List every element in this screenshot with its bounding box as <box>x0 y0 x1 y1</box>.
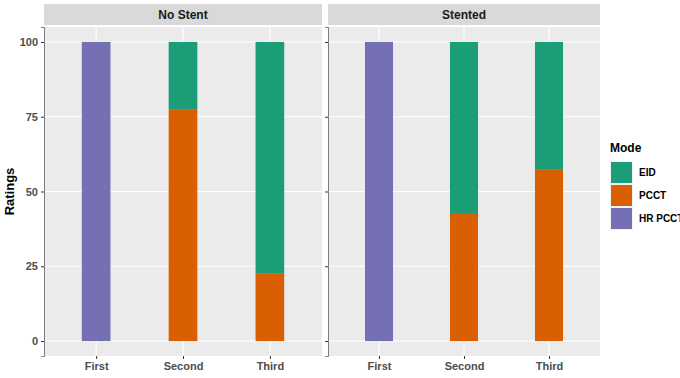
bar <box>535 42 563 169</box>
bar <box>365 41 393 42</box>
bar <box>82 42 111 341</box>
legend-key <box>611 185 632 206</box>
legend-key-background <box>610 161 633 184</box>
y-tick-label: 0 <box>32 335 38 347</box>
bar <box>450 42 478 214</box>
x-axis: First Second Third <box>368 356 564 372</box>
x-tick: First <box>85 356 109 372</box>
x-tick-label: Second <box>445 360 485 372</box>
x-axis: First Second Third <box>85 356 284 372</box>
strip-label: No Stent <box>158 8 207 22</box>
y-tick-mark <box>325 266 328 267</box>
legend-label: HR PCCT <box>639 213 680 224</box>
x-tick-label: Third <box>257 360 285 372</box>
bar <box>256 42 285 273</box>
x-tick-mark <box>270 356 271 359</box>
y-axis: 0 25 50 75 100 <box>20 28 45 357</box>
y-tick: 100 <box>20 36 44 48</box>
chart: Ratings No Stent 0 25 50 75 100 First Second Thir… <box>0 0 680 378</box>
bar <box>169 110 198 341</box>
y-axis-line <box>325 28 329 357</box>
legend-key-background <box>610 207 633 230</box>
y-tick: 25 <box>26 260 44 272</box>
x-tick-mark <box>96 356 97 359</box>
y-tick <box>325 341 328 342</box>
y-tick-mark <box>41 266 44 267</box>
legend-key <box>611 208 632 229</box>
x-tick: Third <box>536 356 564 372</box>
y-tick: 75 <box>26 111 44 123</box>
x-tick: Second <box>164 356 204 372</box>
y-tick <box>325 266 328 267</box>
y-axis-title: Ratings <box>2 168 17 216</box>
panel: Stented First Second Third <box>325 4 600 372</box>
y-tick-mark <box>41 117 44 118</box>
bars <box>82 42 284 341</box>
bar <box>450 214 478 341</box>
y-tick-mark <box>41 42 44 43</box>
plot-background <box>44 27 322 356</box>
y-tick-label: 100 <box>20 36 38 48</box>
legend-label: PCCT <box>639 190 666 201</box>
x-tick: Third <box>257 356 285 372</box>
plot-background <box>328 27 600 356</box>
y-tick-label: 25 <box>26 260 38 272</box>
legend-label: EID <box>639 167 656 178</box>
x-tick-label: First <box>368 360 392 372</box>
bar <box>365 42 393 341</box>
x-tick-mark <box>464 356 465 359</box>
y-tick <box>325 117 328 118</box>
y-tick <box>325 192 328 193</box>
x-tick-mark <box>183 356 184 359</box>
x-tick-mark <box>379 356 380 359</box>
x-tick-label: First <box>85 360 109 372</box>
y-tick-mark <box>325 341 328 342</box>
y-tick-mark <box>41 341 44 342</box>
bar <box>82 41 111 42</box>
y-tick-label: 75 <box>26 111 38 123</box>
panel: No Stent 0 25 50 75 100 First Second Third <box>20 4 322 372</box>
x-tick-label: Second <box>164 360 204 372</box>
x-tick-mark <box>549 356 550 359</box>
bar <box>535 169 563 341</box>
y-tick-mark <box>41 192 44 193</box>
x-tick: First <box>368 356 392 372</box>
y-tick: 0 <box>32 335 44 347</box>
legend-key-background <box>610 184 633 207</box>
strip-label: Stented <box>442 8 486 22</box>
bar <box>169 42 198 110</box>
bar <box>82 41 111 42</box>
y-axis-line <box>41 28 45 357</box>
y-tick-mark <box>325 117 328 118</box>
y-tick-mark <box>325 42 328 43</box>
strip-background <box>328 4 600 25</box>
y-tick-mark <box>325 192 328 193</box>
bar <box>365 41 393 42</box>
legend: Mode EID PCCT HR PCCT <box>610 141 680 230</box>
bar <box>256 273 285 341</box>
legend-key <box>611 162 632 183</box>
y-tick-label: 50 <box>26 186 38 198</box>
bars <box>365 42 563 341</box>
x-tick: Second <box>445 356 485 372</box>
y-tick: 50 <box>26 186 44 198</box>
legend-title: Mode <box>610 141 642 155</box>
x-tick-label: Third <box>536 360 564 372</box>
y-axis <box>325 28 329 357</box>
y-tick <box>325 42 328 43</box>
strip-background <box>44 4 322 25</box>
